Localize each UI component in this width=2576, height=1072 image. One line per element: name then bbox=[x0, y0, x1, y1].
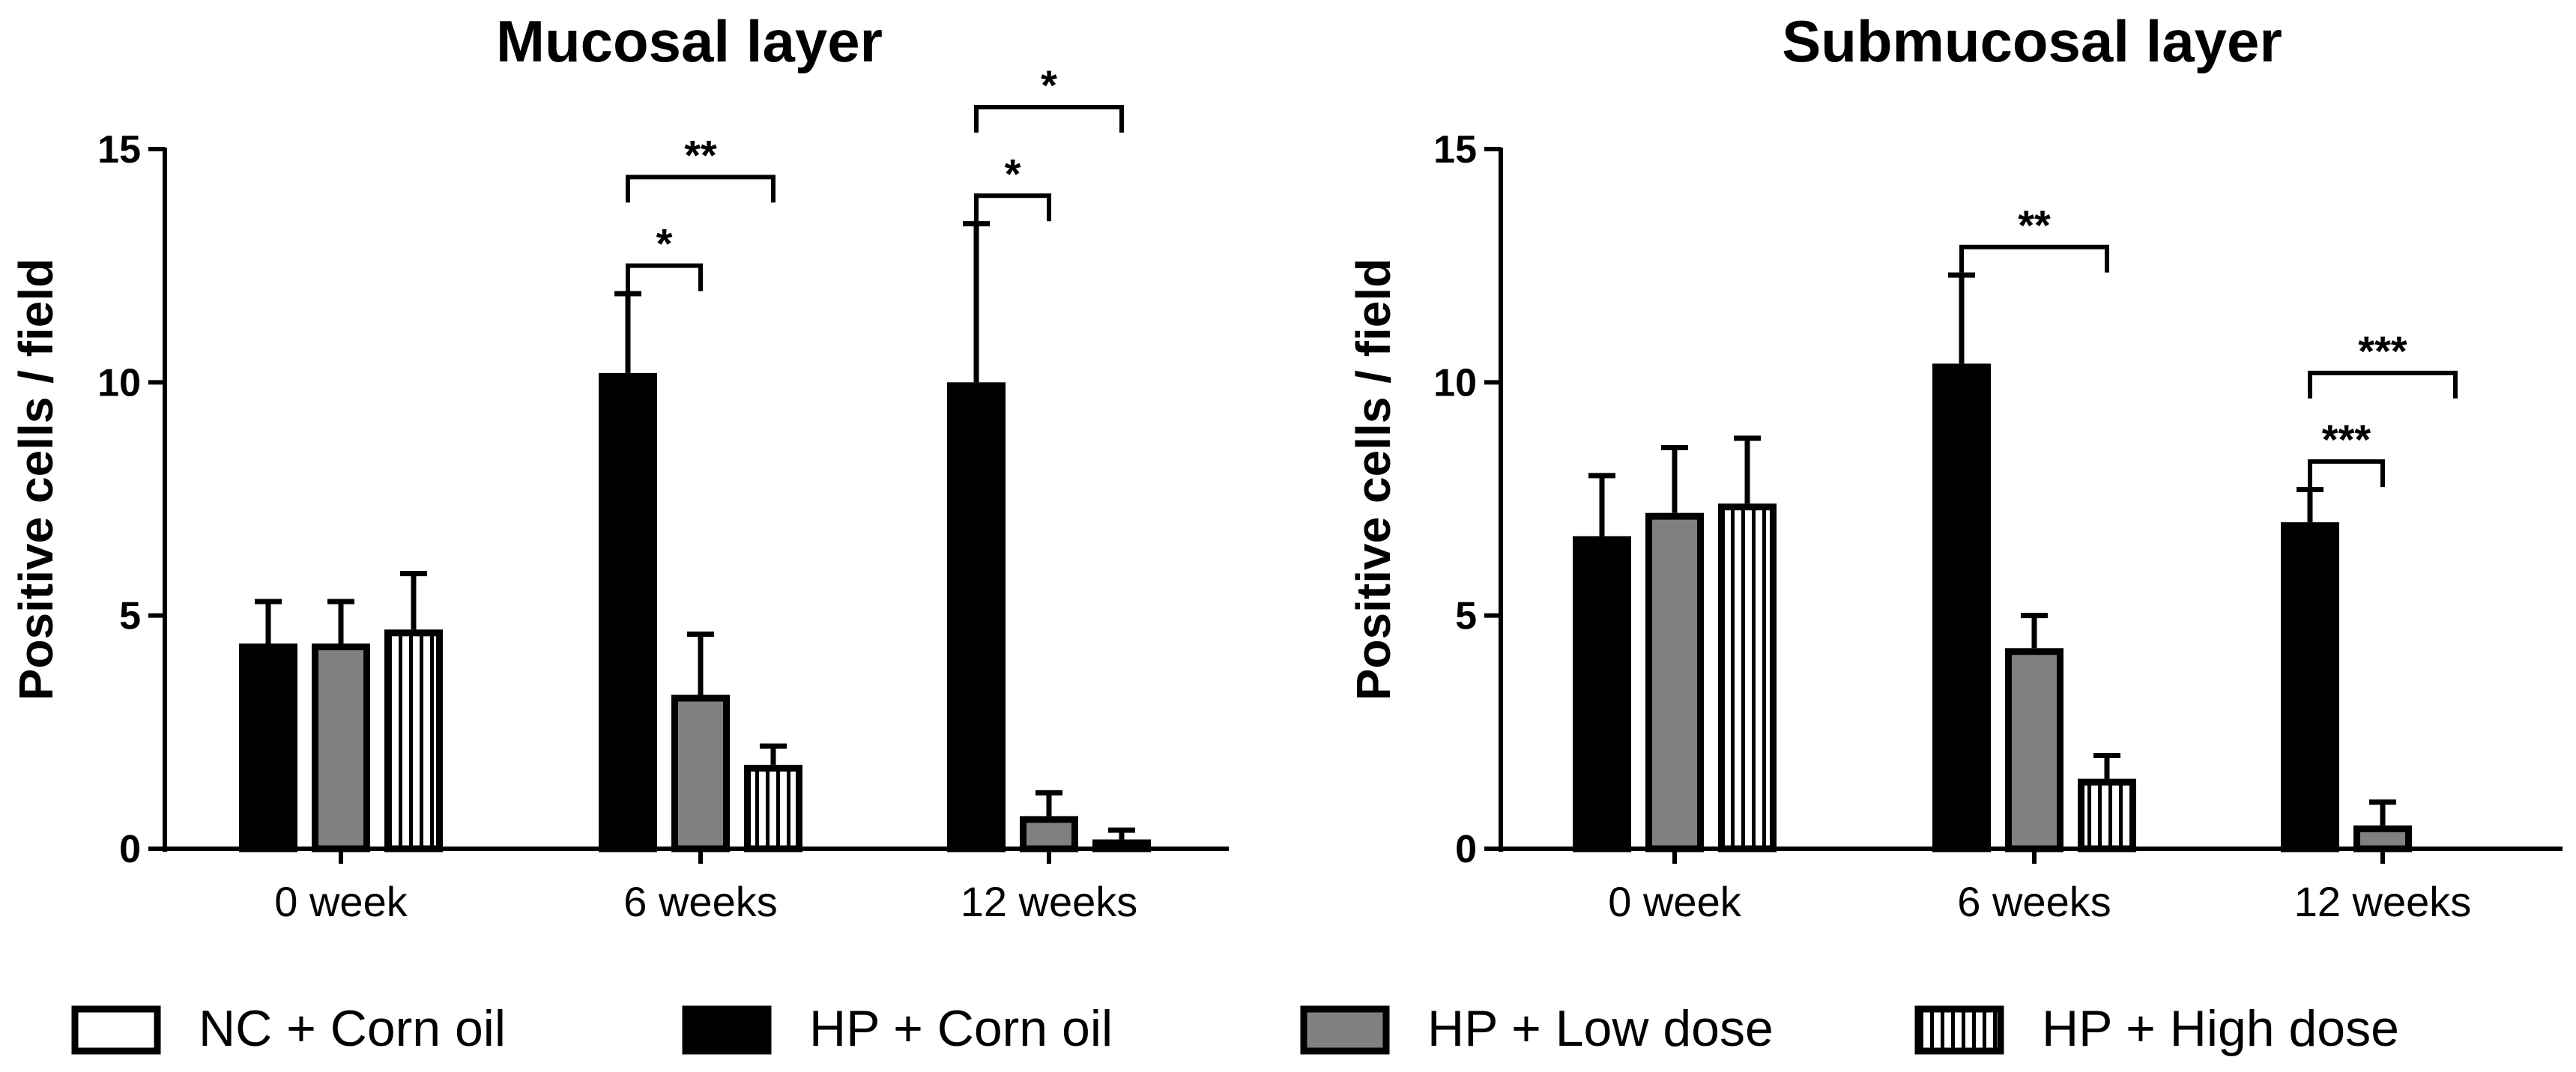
x-tick-label: 0 week bbox=[1608, 878, 1741, 925]
bar bbox=[1718, 503, 1777, 853]
x-axis: 0 week 6 weeks 12 weeks bbox=[1501, 847, 2563, 925]
chart-panel-submucosal: Submucosal layer Positive cells / field … bbox=[1346, 8, 2563, 925]
x-tick-label: 0 week bbox=[274, 878, 408, 925]
y-axis-label: Positive cells / field bbox=[9, 258, 63, 700]
y-tick-label: 10 bbox=[1433, 361, 1477, 405]
legend-item-hp-low-dose: HP + Low dose bbox=[1300, 1000, 1774, 1057]
bars bbox=[1573, 272, 2412, 853]
legend: NC + Corn oil HP + Corn oil HP + Low dos… bbox=[71, 1000, 2399, 1057]
significance-bracket bbox=[1959, 244, 2109, 273]
x-tick-label: 6 weeks bbox=[623, 878, 777, 925]
y-axis: 0 5 10 15 bbox=[97, 128, 167, 871]
legend-swatch-gray bbox=[1300, 1005, 1390, 1055]
x-tick-label: 12 weeks bbox=[961, 878, 1138, 925]
y-tick-label: 0 bbox=[1455, 828, 1477, 871]
x-tick-label: 12 weeks bbox=[2294, 878, 2472, 925]
significance-bracket bbox=[974, 104, 1124, 133]
significance-label: * bbox=[1005, 150, 1021, 197]
x-tick-label: 6 weeks bbox=[1957, 878, 2111, 925]
significance-label: *** bbox=[2322, 416, 2371, 463]
chart-title: Mucosal layer bbox=[496, 8, 883, 74]
bar bbox=[599, 372, 657, 853]
bar bbox=[1932, 363, 1991, 853]
bar bbox=[2078, 778, 2136, 853]
legend-item-nc-corn-oil: NC + Corn oil bbox=[71, 1000, 506, 1057]
bars bbox=[239, 221, 1151, 853]
bar bbox=[2281, 522, 2339, 853]
bar bbox=[1645, 512, 1704, 853]
y-tick-label: 0 bbox=[119, 828, 141, 871]
significance-label: * bbox=[1041, 61, 1057, 109]
legend-swatch-black bbox=[682, 1005, 772, 1055]
bar bbox=[1020, 816, 1078, 853]
y-tick-label: 15 bbox=[97, 128, 141, 172]
y-tick-label: 10 bbox=[97, 361, 141, 405]
bar bbox=[2353, 825, 2412, 853]
legend-swatch-striped bbox=[1914, 1005, 2004, 1055]
significance-label: ** bbox=[684, 131, 717, 178]
significance-bracket bbox=[974, 193, 1051, 222]
legend-label: HP + Corn oil bbox=[809, 1000, 1113, 1057]
legend-label: HP + High dose bbox=[2042, 1000, 2399, 1057]
significance-label: ** bbox=[2018, 202, 2051, 249]
legend-swatch-white bbox=[71, 1005, 161, 1055]
chart-title: Submucosal layer bbox=[1782, 8, 2282, 74]
bar bbox=[1573, 536, 1631, 853]
significance-brackets: ******** bbox=[1959, 202, 2458, 488]
legend-label: NC + Corn oil bbox=[199, 1000, 506, 1057]
y-tick-label: 15 bbox=[1433, 128, 1477, 172]
bar bbox=[239, 643, 297, 853]
legend-item-hp-corn-oil: HP + Corn oil bbox=[682, 1000, 1113, 1057]
significance-label: *** bbox=[2358, 327, 2407, 375]
bar bbox=[744, 764, 802, 853]
significance-bracket bbox=[626, 175, 775, 203]
y-axis: 0 5 10 15 bbox=[1433, 128, 1503, 871]
legend-label: HP + Low dose bbox=[1427, 1000, 1774, 1057]
significance-bracket bbox=[2308, 370, 2458, 399]
bar bbox=[2005, 648, 2063, 853]
y-tick-label: 5 bbox=[1455, 595, 1477, 638]
bar bbox=[671, 694, 730, 853]
significance-bracket bbox=[2308, 459, 2385, 488]
bar bbox=[384, 629, 443, 853]
legend-item-hp-high-dose: HP + High dose bbox=[1914, 1000, 2399, 1057]
x-axis: 0 week 6 weeks 12 weeks bbox=[165, 847, 1229, 925]
chart-panel-mucosal: Mucosal layer Positive cells / field 0 5 1… bbox=[9, 8, 1229, 925]
significance-bracket bbox=[626, 263, 703, 291]
y-axis-label: Positive cells / field bbox=[1346, 258, 1400, 700]
y-tick-label: 5 bbox=[119, 595, 141, 638]
bar bbox=[312, 643, 370, 853]
bar bbox=[947, 382, 1006, 853]
significance-label: * bbox=[656, 220, 673, 267]
significance-brackets: *** ** bbox=[626, 61, 1124, 291]
